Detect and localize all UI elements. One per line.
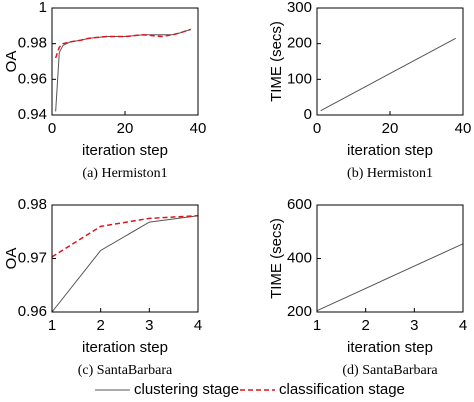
x-tick-label: 0: [48, 120, 56, 137]
series-line: [51, 214, 199, 258]
series-line: [320, 37, 456, 112]
y-tick-label: 0.97: [18, 249, 47, 266]
y-axis-label: OA: [3, 248, 20, 270]
y-tick-label: 0.98: [18, 196, 47, 213]
series-line: [316, 243, 464, 312]
y-tick-label: 400: [287, 249, 312, 266]
x-axis-label: iteration step: [82, 142, 168, 159]
x-axis-label: iteration step: [82, 339, 168, 356]
y-axis-label: OA: [3, 51, 20, 73]
series-line: [54, 28, 191, 59]
x-tick-label: 2: [361, 317, 369, 334]
y-tick-label: 0: [304, 106, 312, 123]
axes-box: [51, 204, 199, 313]
y-tick-label: 0.94: [18, 106, 47, 123]
caption: (c) SantaBarbara: [78, 363, 173, 378]
x-axis-label: iteration step: [347, 142, 433, 159]
axes-box: [316, 204, 464, 313]
y-tick-label: 300: [287, 0, 312, 16]
axes-box: [51, 7, 199, 116]
x-tick-label: 20: [382, 120, 399, 137]
series-line: [51, 215, 199, 313]
legend-label: clustering stage: [134, 381, 239, 398]
y-tick-label: 200: [287, 35, 312, 52]
x-tick-label: 3: [145, 317, 153, 334]
caption: (a) Hermiston1: [82, 166, 167, 181]
legend-label: classification stage: [279, 381, 405, 398]
x-tick-label: 3: [410, 317, 418, 334]
x-tick-label: 4: [459, 317, 467, 334]
x-tick-label: 1: [313, 317, 321, 334]
caption: (d) SantaBarbara: [342, 363, 438, 378]
y-axis-label: TIME (secs): [268, 218, 285, 299]
y-axis-label: TIME (secs): [268, 21, 285, 102]
series-line: [55, 28, 191, 112]
x-tick-label: 40: [455, 120, 472, 137]
y-tick-label: 100: [287, 70, 312, 87]
caption: (b) Hermiston1: [347, 166, 433, 181]
y-tick-label: 0.96: [18, 70, 47, 87]
y-tick-label: 1: [39, 0, 47, 16]
x-tick-label: 20: [117, 120, 134, 137]
x-axis-label: iteration step: [347, 339, 433, 356]
axes-box: [316, 7, 464, 116]
y-tick-label: 200: [287, 303, 312, 320]
x-tick-label: 40: [190, 120, 207, 137]
y-tick-label: 0.96: [18, 303, 47, 320]
y-tick-label: 600: [287, 196, 312, 213]
x-tick-label: 1: [48, 317, 56, 334]
x-tick-label: 2: [96, 317, 104, 334]
x-tick-label: 4: [194, 317, 202, 334]
x-tick-label: 0: [313, 120, 321, 137]
y-tick-label: 0.98: [18, 35, 47, 52]
